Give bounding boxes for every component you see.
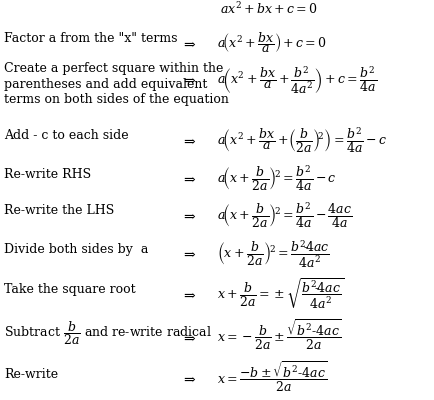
Text: $\Rightarrow$: $\Rightarrow$ [181,331,197,345]
Text: Create a perfect square within the: Create a perfect square within the [4,62,224,75]
Text: $\Rightarrow$: $\Rightarrow$ [181,288,197,302]
Text: Re-write: Re-write [4,368,59,381]
Text: terms on both sides of the equation: terms on both sides of the equation [4,93,229,106]
Text: $\Rightarrow$: $\Rightarrow$ [181,247,197,261]
Text: $a\!\left(x^2 + \dfrac{bx}{a} + \dfrac{b^2}{4a^2}\right) + c = \dfrac{b^2}{4a}$: $a\!\left(x^2 + \dfrac{bx}{a} + \dfrac{b… [217,64,377,96]
Text: $\Rightarrow$: $\Rightarrow$ [181,73,197,87]
Text: $x = \dfrac{-b \pm \sqrt{b^2 \text{-} 4ac}}{2a}$: $x = \dfrac{-b \pm \sqrt{b^2 \text{-} 4a… [217,359,328,394]
Text: Factor a from the "x" terms: Factor a from the "x" terms [4,32,178,45]
Text: $\Rightarrow$: $\Rightarrow$ [181,372,197,386]
Text: $x = -\dfrac{b}{2a} \pm \dfrac{\sqrt{b^2 \text{-} 4ac}}{2a}$: $x = -\dfrac{b}{2a} \pm \dfrac{\sqrt{b^2… [217,318,342,352]
Text: $x + \dfrac{b}{2a} = \pm\sqrt{\dfrac{b^2\!\text{-}\!4ac}{4a^2}}$: $x + \dfrac{b}{2a} = \pm\sqrt{\dfrac{b^2… [217,276,345,311]
Text: $\Rightarrow$: $\Rightarrow$ [181,134,197,148]
Text: $\Rightarrow$: $\Rightarrow$ [181,37,197,51]
Text: parentheses and add equivalent: parentheses and add equivalent [4,78,208,91]
Text: Subtract $\dfrac{b}{2a}$ and re-write radical: Subtract $\dfrac{b}{2a}$ and re-write ra… [4,319,212,347]
Text: Add - c to each side: Add - c to each side [4,129,129,142]
Text: Re-write the LHS: Re-write the LHS [4,204,115,217]
Text: $a\!\left(x^2 + \dfrac{bx}{a}\right) + c = 0$: $a\!\left(x^2 + \dfrac{bx}{a}\right) + c… [217,30,327,55]
Text: $ax^2 + bx + c = 0$: $ax^2 + bx + c = 0$ [220,1,318,17]
Text: $\left(x + \dfrac{b}{2a}\right)^{\!2} = \dfrac{b^2\!\text{-}\!4ac}{4a^2}$: $\left(x + \dfrac{b}{2a}\right)^{\!2} = … [217,238,330,270]
Text: $a\!\left(x + \dfrac{b}{2a}\right)^{\!2} = \dfrac{b^2}{4a} - c$: $a\!\left(x + \dfrac{b}{2a}\right)^{\!2}… [217,163,337,193]
Text: $a\!\left(x^2 + \dfrac{bx}{a} + \!\left(\dfrac{b}{2a}\right)^{\!2}\right) = \dfr: $a\!\left(x^2 + \dfrac{bx}{a} + \!\left(… [217,125,387,155]
Text: Re-write RHS: Re-write RHS [4,168,92,180]
Text: $a\!\left(x + \dfrac{b}{2a}\right)^{\!2} = \dfrac{b^2}{4a} - \dfrac{4ac}{4a}$: $a\!\left(x + \dfrac{b}{2a}\right)^{\!2}… [217,200,352,230]
Text: $\Rightarrow$: $\Rightarrow$ [181,172,197,186]
Text: Divide both sides by  a: Divide both sides by a [4,243,149,256]
Text: Take the square root: Take the square root [4,283,136,296]
Text: $\Rightarrow$: $\Rightarrow$ [181,209,197,223]
